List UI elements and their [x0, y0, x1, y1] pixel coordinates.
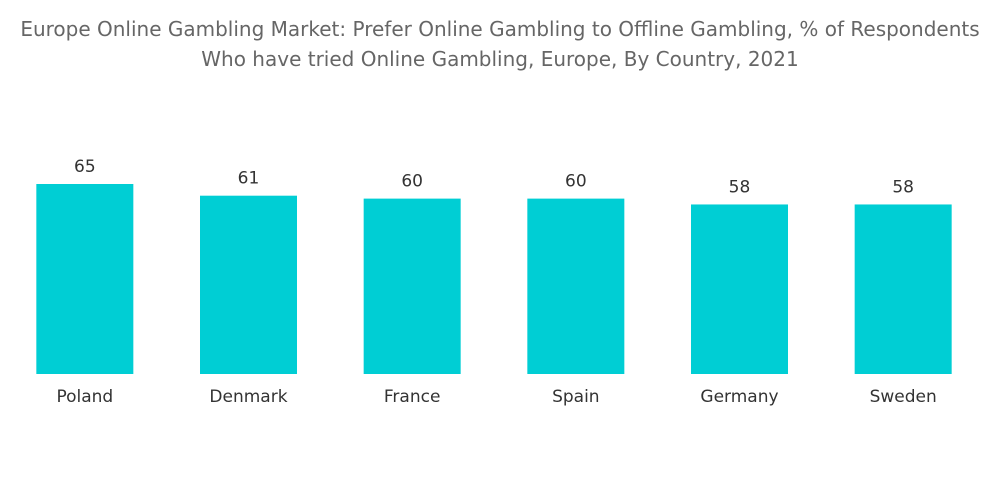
chart-title: Europe Online Gambling Market: Prefer On…	[20, 17, 980, 71]
bar	[527, 198, 625, 374]
value-label: 58	[729, 177, 751, 197]
value-label: 60	[401, 172, 423, 192]
bar	[363, 198, 461, 374]
x-tick-label: Spain	[552, 387, 600, 407]
bar	[691, 204, 788, 374]
x-tick-label: Sweden	[870, 387, 937, 407]
value-label: 58	[892, 177, 914, 197]
value-label: 61	[238, 169, 260, 189]
x-tick-label: Poland	[56, 387, 113, 407]
x-tick-label: France	[384, 387, 441, 407]
value-label: 65	[74, 157, 96, 177]
bar	[36, 184, 134, 374]
x-tick-label: Denmark	[209, 387, 287, 407]
bar	[200, 195, 297, 374]
value-label: 60	[565, 172, 587, 192]
x-tick-label: Germany	[700, 387, 778, 407]
bar	[854, 204, 952, 374]
